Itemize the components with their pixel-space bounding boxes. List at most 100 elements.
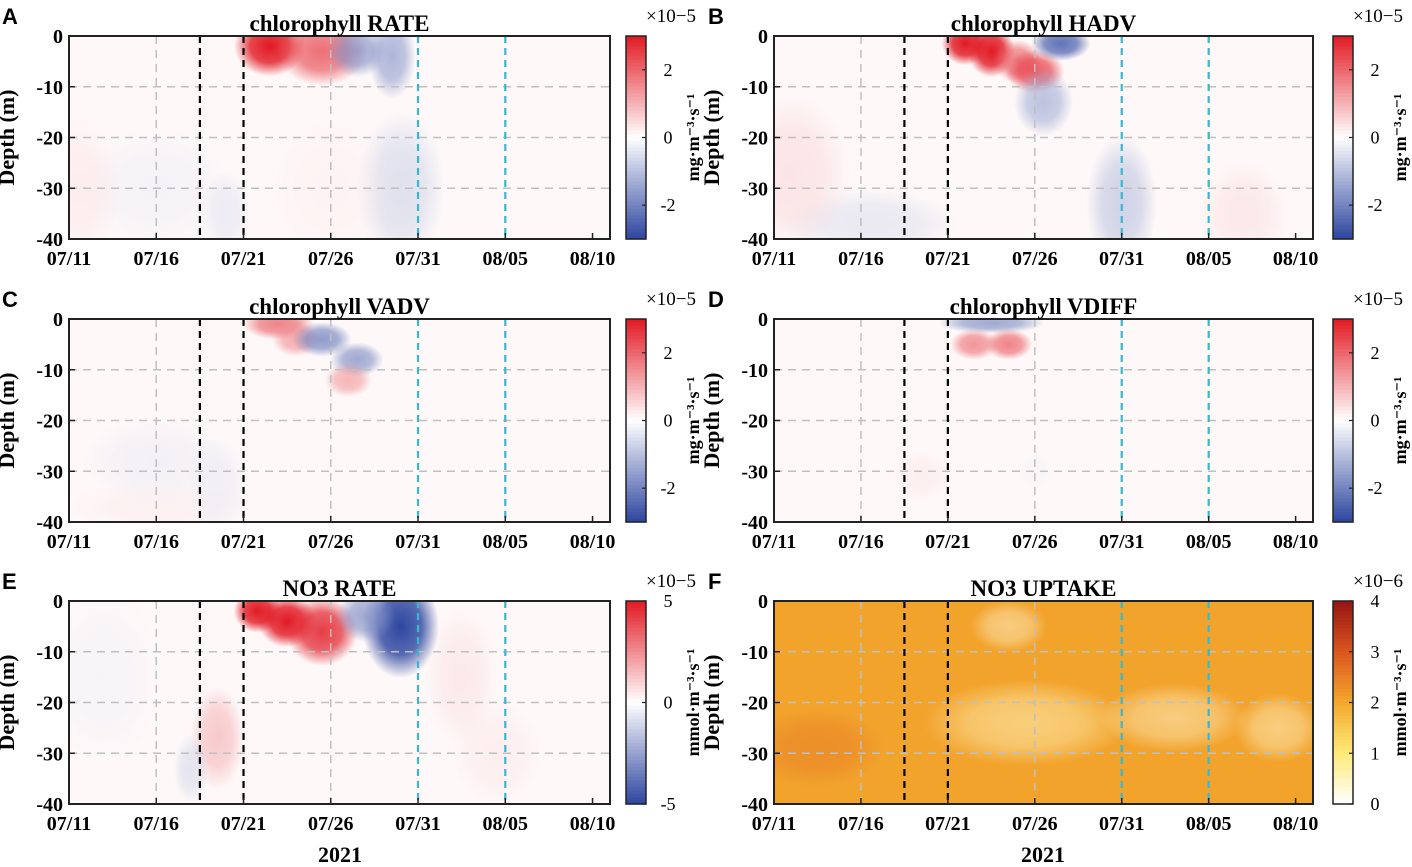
colorbar-swatch	[1333, 474, 1353, 479]
y-tick-label: -20	[36, 128, 63, 150]
x-tick-label: 08/05	[483, 248, 529, 270]
colorbar-swatch	[1333, 181, 1353, 186]
colorbar-swatch	[626, 611, 646, 616]
x-tick-label: 08/10	[1273, 531, 1319, 553]
y-tick-label: -30	[741, 461, 768, 483]
colorbar-swatch	[626, 498, 646, 503]
x-tick-label: 08/10	[570, 531, 616, 553]
colorbar-swatch	[626, 322, 646, 327]
colorbar-swatch	[1333, 352, 1353, 357]
colorbar-swatch	[1333, 478, 1353, 482]
colorbar-tick-label: 5	[664, 591, 673, 611]
colorbar-swatch	[1333, 393, 1353, 398]
colorbar-swatch	[1333, 110, 1353, 115]
colorbar-swatch	[626, 478, 646, 482]
x-tick-label: 08/10	[570, 248, 616, 270]
colorbar-swatch	[1333, 218, 1353, 223]
colorbar-swatch	[1333, 349, 1353, 354]
colorbar-swatch	[626, 59, 646, 64]
colorbar-swatch	[626, 628, 646, 633]
panel-label: B	[708, 4, 724, 29]
y-tick-label: -10	[36, 642, 63, 664]
colorbar-swatch	[626, 373, 646, 378]
colorbar-swatch	[626, 36, 646, 40]
colorbar-swatch	[1333, 787, 1353, 792]
colorbar-swatch	[626, 103, 646, 108]
colorbar-swatch	[1333, 137, 1353, 142]
colorbar-tick-label: 0	[1371, 411, 1380, 431]
colorbar-swatch	[626, 403, 646, 408]
y-tick-label: 0	[758, 26, 768, 48]
colorbar-swatch	[626, 511, 646, 516]
heatmap-cell	[970, 601, 1048, 653]
colorbar-swatch	[1333, 790, 1353, 795]
colorbar-swatch	[1333, 188, 1353, 193]
colorbar-swatch	[1333, 362, 1353, 367]
colorbar-swatch	[626, 672, 646, 677]
x-tick-label: 07/31	[1099, 248, 1145, 270]
colorbar-swatch	[1333, 390, 1353, 395]
colorbar-swatch	[1333, 447, 1353, 452]
colorbar-B: 2 0 -2 ×10−5 mg·m⁻³·s⁻¹	[1332, 6, 1410, 240]
y-axis-label: Depth (m)	[0, 373, 19, 469]
colorbar-swatch	[626, 614, 646, 619]
x-tick-label: 07/26	[308, 813, 354, 835]
colorbar-swatch	[626, 228, 646, 233]
colorbar-swatch	[1333, 467, 1353, 472]
colorbar-swatch	[1333, 232, 1353, 237]
colorbar-swatch	[1333, 396, 1353, 401]
colorbar-swatch	[1333, 147, 1353, 152]
colorbar-swatch	[1333, 410, 1353, 415]
colorbar-swatch	[1333, 719, 1353, 724]
heatmap-cell	[938, 319, 1045, 334]
colorbar-swatch	[626, 604, 646, 609]
colorbar-swatch	[1333, 501, 1353, 506]
colorbar-swatch	[626, 790, 646, 795]
colorbar-swatch	[1333, 699, 1353, 704]
colorbar-unit: mg·m⁻³·s⁻¹	[683, 94, 703, 182]
colorbar-swatch	[626, 617, 646, 622]
colorbar-swatch	[1333, 461, 1353, 466]
colorbar-swatch	[1333, 103, 1353, 108]
colorbar-swatch	[626, 760, 646, 764]
colorbar-swatch	[626, 218, 646, 223]
colorbar-swatch	[1333, 702, 1353, 707]
colorbar-E: 5 0 -5 ×10−5 mmol·m⁻³·s⁻¹	[625, 571, 703, 814]
y-tick-label: -10	[741, 360, 768, 382]
heatmap-cell	[892, 450, 952, 503]
colorbar-swatch	[626, 63, 646, 68]
y-tick-label: -30	[36, 461, 63, 483]
colorbar-swatch	[1333, 235, 1353, 240]
colorbar-swatch	[626, 661, 646, 666]
colorbar-tick-label: 0	[664, 411, 673, 431]
colorbar-exponent: ×10−6	[1353, 571, 1403, 592]
colorbar-tick-label: 0	[664, 693, 673, 713]
colorbar-swatch	[626, 127, 646, 132]
colorbar-swatch	[626, 181, 646, 186]
colorbar-swatch	[1333, 123, 1353, 128]
colorbar-tick-label: 0	[664, 128, 673, 148]
colorbar-unit: mmol·m⁻³·s⁻¹	[1390, 649, 1410, 757]
colorbar-swatch	[626, 685, 646, 690]
colorbar-swatch	[626, 488, 646, 493]
heatmap-cell	[324, 362, 372, 398]
colorbar-swatch	[626, 668, 646, 673]
x-tick-label: 07/16	[133, 813, 179, 835]
colorbar-swatch	[626, 702, 646, 707]
colorbar-tick-label: 2	[1371, 343, 1380, 363]
heatmap-D	[774, 319, 1313, 522]
colorbar-swatch	[626, 113, 646, 118]
panel-title: chlorophyll VDIFF	[950, 294, 1138, 319]
colorbar-tick-label: -2	[661, 478, 676, 498]
y-tick-label: -20	[36, 693, 63, 715]
colorbar-swatch	[1333, 117, 1353, 122]
colorbar-swatch	[626, 427, 646, 432]
colorbar-swatch	[1333, 325, 1353, 330]
panel-title: chlorophyll RATE	[250, 11, 430, 36]
heatmap-cell	[1013, 67, 1074, 137]
colorbar-swatch	[1333, 641, 1353, 646]
colorbar-swatch	[626, 655, 646, 660]
panel-title: chlorophyll HADV	[951, 11, 1137, 36]
colorbar-swatch	[1333, 403, 1353, 408]
colorbar-swatch	[1333, 369, 1353, 374]
